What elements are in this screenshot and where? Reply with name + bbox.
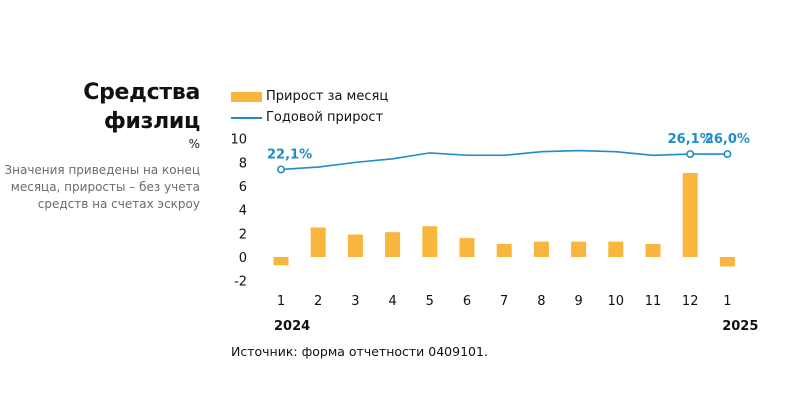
x-tick-label: 1 [723, 294, 731, 309]
x-tick-label: 11 [645, 294, 662, 309]
x-tick-label: 4 [388, 294, 396, 309]
legend-item-bars: Прирост за месяц [231, 86, 388, 107]
line-point-marker [723, 150, 732, 159]
legend-line-swatch [231, 116, 262, 119]
bar [533, 241, 549, 257]
legend-bar-label: Прирост за месяц [266, 89, 389, 104]
x-tick-label: 6 [463, 294, 471, 309]
title-line-1: Средства [83, 80, 200, 105]
y-tick-label: 8 [239, 156, 247, 171]
bar [682, 173, 698, 257]
bar [496, 243, 512, 257]
chart-note: Значения приведены на конец месяца, прир… [4, 163, 200, 211]
line-data-label: 26,0% [705, 132, 750, 147]
y-tick-label: 10 [230, 133, 247, 148]
bar [347, 234, 363, 257]
x-tick-label: 8 [537, 294, 545, 309]
source-note: Источник: форма отчетности 0409101. [231, 344, 488, 359]
bar [459, 238, 475, 257]
x-tick-label: 12 [682, 294, 699, 309]
year-label: 2025 [722, 319, 758, 334]
x-tick-label: 5 [426, 294, 434, 309]
x-tick-label: 1 [277, 294, 285, 309]
bar [608, 241, 624, 257]
y-tick-label: 0 [239, 251, 247, 266]
bar [571, 241, 587, 257]
legend-bar-swatch [231, 91, 262, 102]
legend-line-label: Годовой прирост [266, 110, 384, 125]
bar [645, 243, 661, 257]
bar [422, 226, 438, 257]
x-tick-label: 7 [500, 294, 508, 309]
y-tick-label: 4 [239, 204, 247, 219]
x-tick-label: 10 [608, 294, 625, 309]
bar [719, 257, 735, 267]
bar [310, 227, 326, 257]
x-tick-label: 9 [574, 294, 582, 309]
legend: Прирост за месяц Годовой прирост [231, 86, 388, 128]
line-point-marker [686, 150, 695, 159]
line-data-label: 22,1% [267, 147, 312, 162]
y-tick-label: 2 [239, 227, 247, 242]
line-point-marker [276, 165, 285, 174]
year-label: 2024 [274, 319, 310, 334]
series-line-annual-growth [280, 149, 728, 171]
x-tick-label: 3 [351, 294, 359, 309]
bar [273, 257, 289, 266]
chart-title: Средства физлиц [83, 78, 200, 136]
y-tick-label: 6 [239, 180, 247, 195]
bar [385, 232, 401, 257]
legend-item-line: Годовой прирост [231, 107, 388, 128]
unit-label: % [188, 137, 200, 151]
line-data-label: 26,1% [668, 132, 713, 147]
x-tick-label: 2 [314, 294, 322, 309]
y-tick-label: -2 [234, 275, 247, 290]
title-line-2: физлиц [103, 109, 200, 134]
